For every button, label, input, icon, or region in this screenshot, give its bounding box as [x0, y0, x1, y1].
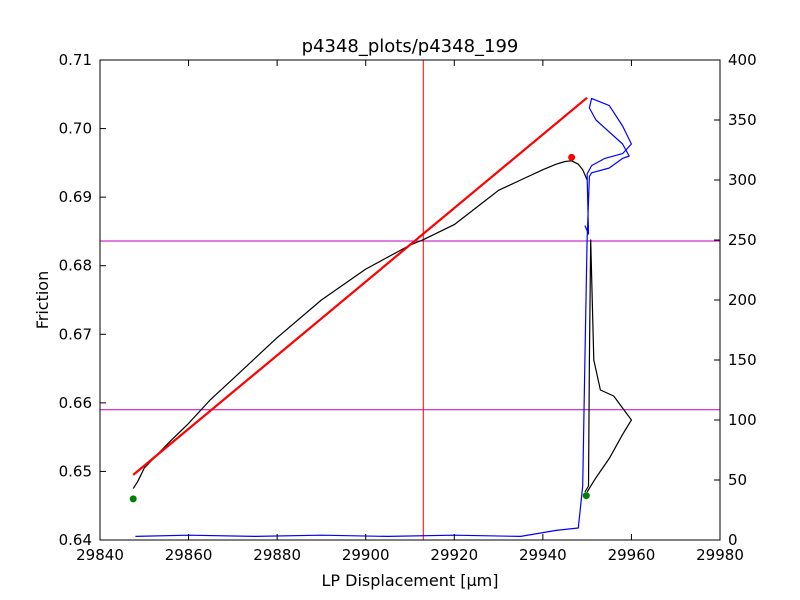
y-tick-label: 0.66	[59, 394, 92, 412]
x-tick-label: 29960	[608, 546, 656, 564]
x-tick-label: 29840	[76, 546, 124, 564]
start-marker	[129, 495, 137, 503]
fit-line	[132, 96, 588, 476]
y2-tick-label: 200	[728, 291, 757, 309]
end-marker	[582, 492, 590, 500]
x-tick-label: 29920	[430, 546, 478, 564]
y-tick-label: 0.64	[59, 531, 92, 549]
y2-tick-label: 100	[728, 411, 757, 429]
y2-tick-label: 150	[728, 351, 757, 369]
ticks: 29840 29860 29880 29900 29920 29940 29960 29980…	[59, 51, 757, 564]
x-tick-label: 29880	[253, 546, 301, 564]
y2-tick-label: 250	[728, 231, 757, 249]
y2-tick-label: 50	[728, 471, 747, 489]
rate-line	[135, 97, 633, 538]
x-tick-label: 29860	[165, 546, 213, 564]
y2-tick-label: 350	[728, 111, 757, 129]
y2-tick-label: 300	[728, 171, 757, 189]
friction-tail-line	[584, 239, 633, 493]
y-tick-label: 0.67	[59, 325, 92, 343]
y2-tick-label: 400	[728, 51, 757, 69]
y-tick-label: 0.70	[59, 120, 92, 138]
peak-marker	[568, 153, 576, 161]
x-tick-label: 29900	[342, 546, 390, 564]
y-tick-label: 0.65	[59, 462, 92, 480]
axes-frame	[99, 59, 721, 541]
x-tick-label: 29980	[696, 546, 744, 564]
friction-line	[132, 160, 588, 489]
x-axis-label: LP Displacement [μm]	[322, 571, 499, 590]
y2-tick-label: 0	[728, 531, 738, 549]
y-axis-label: Friction	[33, 271, 52, 330]
x-tick-label: 29940	[519, 546, 567, 564]
plot-area	[100, 60, 720, 540]
y-tick-label: 0.69	[59, 188, 92, 206]
chart-title: p4348_plots/p4348_199	[302, 36, 519, 57]
y-tick-label: 0.71	[59, 51, 92, 69]
y-tick-label: 0.68	[59, 257, 92, 275]
